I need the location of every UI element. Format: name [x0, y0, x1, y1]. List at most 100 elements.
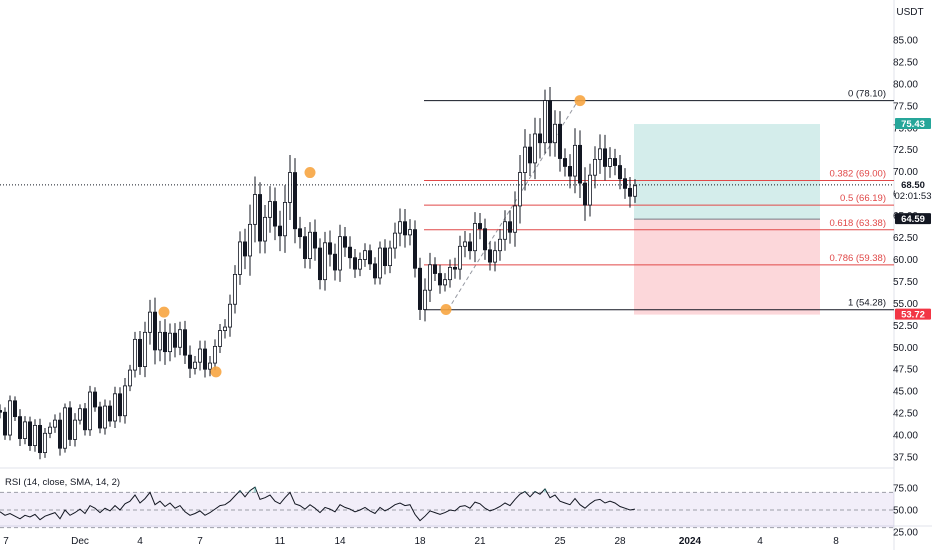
- bear-candle: [568, 166, 573, 177]
- bull-candle: [502, 221, 507, 240]
- time-tick-label: 4: [757, 536, 763, 547]
- bull-candle: [588, 174, 593, 206]
- rsi-pane[interactable]: RSI (14, close, SMA, 14, 2) 75.00 50.00 25.…: [0, 477, 918, 539]
- pivot-marker: [574, 95, 586, 107]
- bear-candle: [292, 172, 297, 230]
- bull-candle: [518, 172, 523, 207]
- bull-candle: [103, 405, 108, 429]
- price-tick-label: 85.00: [893, 36, 918, 47]
- time-axis[interactable]: 7 Dec 4 7 11 14 18 21 25 28 2024 4 8: [3, 536, 839, 547]
- bear-candle: [27, 421, 32, 446]
- fib-level-label: 0.786 (59.38): [829, 253, 886, 264]
- bear-candle: [58, 419, 63, 449]
- bull-candle: [53, 419, 58, 428]
- price-axis[interactable]: 85.0082.5080.0077.5075.0072.5070.0067.50…: [893, 36, 918, 464]
- price-tick-label: 37.50: [893, 453, 918, 464]
- time-tick-label: 7: [197, 536, 203, 547]
- bear-candle: [528, 146, 533, 164]
- bear-candle: [417, 267, 422, 310]
- bear-candle: [382, 247, 387, 267]
- bear-candle: [367, 250, 372, 265]
- bear-candle: [297, 228, 302, 238]
- bear-candle: [477, 223, 482, 230]
- risk-reward-position[interactable]: [634, 124, 820, 315]
- bear-candle: [182, 329, 187, 356]
- bear-candle: [272, 201, 277, 227]
- bull-candle: [132, 338, 137, 371]
- price-tick-label: 50.00: [893, 343, 918, 354]
- bull-candle: [22, 421, 27, 439]
- current-price-badge-countdown: 02:01:53: [895, 191, 932, 202]
- current-price-badge-label: 68.50: [901, 180, 925, 191]
- bear-candle: [302, 236, 307, 259]
- bear-candle: [538, 133, 543, 144]
- bear-candle: [98, 406, 103, 429]
- bear-candle: [108, 405, 113, 422]
- bull-candle: [262, 216, 267, 242]
- bear-candle: [12, 400, 17, 418]
- fib-level-label: 0 (78.10): [848, 89, 886, 100]
- bull-candle: [237, 241, 242, 275]
- bear-candle: [0, 410, 3, 413]
- bull-candle: [227, 303, 232, 328]
- bull-candle: [357, 259, 362, 270]
- bull-candle: [447, 266, 452, 281]
- price-tick-label: 42.50: [893, 409, 918, 420]
- rsi-tick-label: 75.00: [893, 484, 918, 495]
- bull-candle: [553, 123, 558, 144]
- price-tick-label: 47.50: [893, 365, 918, 376]
- bear-candle: [432, 264, 437, 274]
- fib-level-label: 0.382 (69.00): [829, 168, 886, 179]
- price-tick-label: 62.50: [893, 233, 918, 244]
- bear-candle: [172, 332, 177, 348]
- bull-candle: [88, 391, 93, 431]
- bull-candle: [523, 146, 528, 173]
- rsi-tick-label: 50.00: [893, 506, 918, 517]
- entry-price-badge: [895, 213, 931, 225]
- fibonacci-retracement[interactable]: 0 (78.10) 0.382 (69.00) 0.5 (66.19) 0.618 (…: [424, 89, 894, 311]
- bull-candle: [127, 369, 132, 387]
- bull-candle: [608, 158, 613, 167]
- pivot-marker: [158, 306, 170, 318]
- candlestick-series: [0, 86, 638, 460]
- time-tick-label: 18: [414, 536, 426, 547]
- price-tick-label: 60.00: [893, 255, 918, 266]
- bear-candle: [187, 354, 192, 369]
- price-tick-label: 55.00: [893, 299, 918, 310]
- bull-candle: [633, 185, 638, 197]
- bull-candle: [307, 231, 312, 259]
- bull-candle: [217, 330, 222, 347]
- bull-candle: [407, 229, 412, 236]
- bull-candle: [192, 361, 197, 369]
- bear-candle: [83, 408, 88, 431]
- bear-candle: [372, 263, 377, 279]
- bear-candle: [93, 391, 98, 408]
- stop-price-badge-label: 53.72: [901, 310, 925, 321]
- fib-level-label: 1 (54.28): [848, 298, 886, 309]
- bull-candle: [573, 144, 578, 177]
- bull-candle: [207, 362, 212, 370]
- time-tick-label: 4: [137, 536, 143, 547]
- price-tick-label: 52.50: [893, 321, 918, 332]
- profit-zone: [634, 124, 820, 220]
- bull-candle: [142, 331, 147, 367]
- price-tick-label: 45.00: [893, 387, 918, 398]
- target-price-badge: [895, 118, 931, 130]
- bear-candle: [578, 144, 583, 184]
- bear-candle: [3, 411, 8, 436]
- bear-candle: [38, 424, 43, 454]
- bull-candle: [267, 201, 272, 218]
- bear-candle: [342, 236, 347, 248]
- bear-candle: [452, 266, 457, 270]
- rsi-line: [0, 486, 636, 522]
- bull-candle: [197, 348, 202, 363]
- bull-candle: [78, 408, 83, 421]
- bull-candle: [427, 264, 432, 291]
- bull-candle: [177, 329, 182, 348]
- bear-candle: [583, 182, 588, 206]
- bear-candle: [618, 165, 623, 180]
- bear-candle: [402, 221, 407, 236]
- bull-candle: [7, 400, 12, 436]
- bull-candle: [232, 273, 237, 305]
